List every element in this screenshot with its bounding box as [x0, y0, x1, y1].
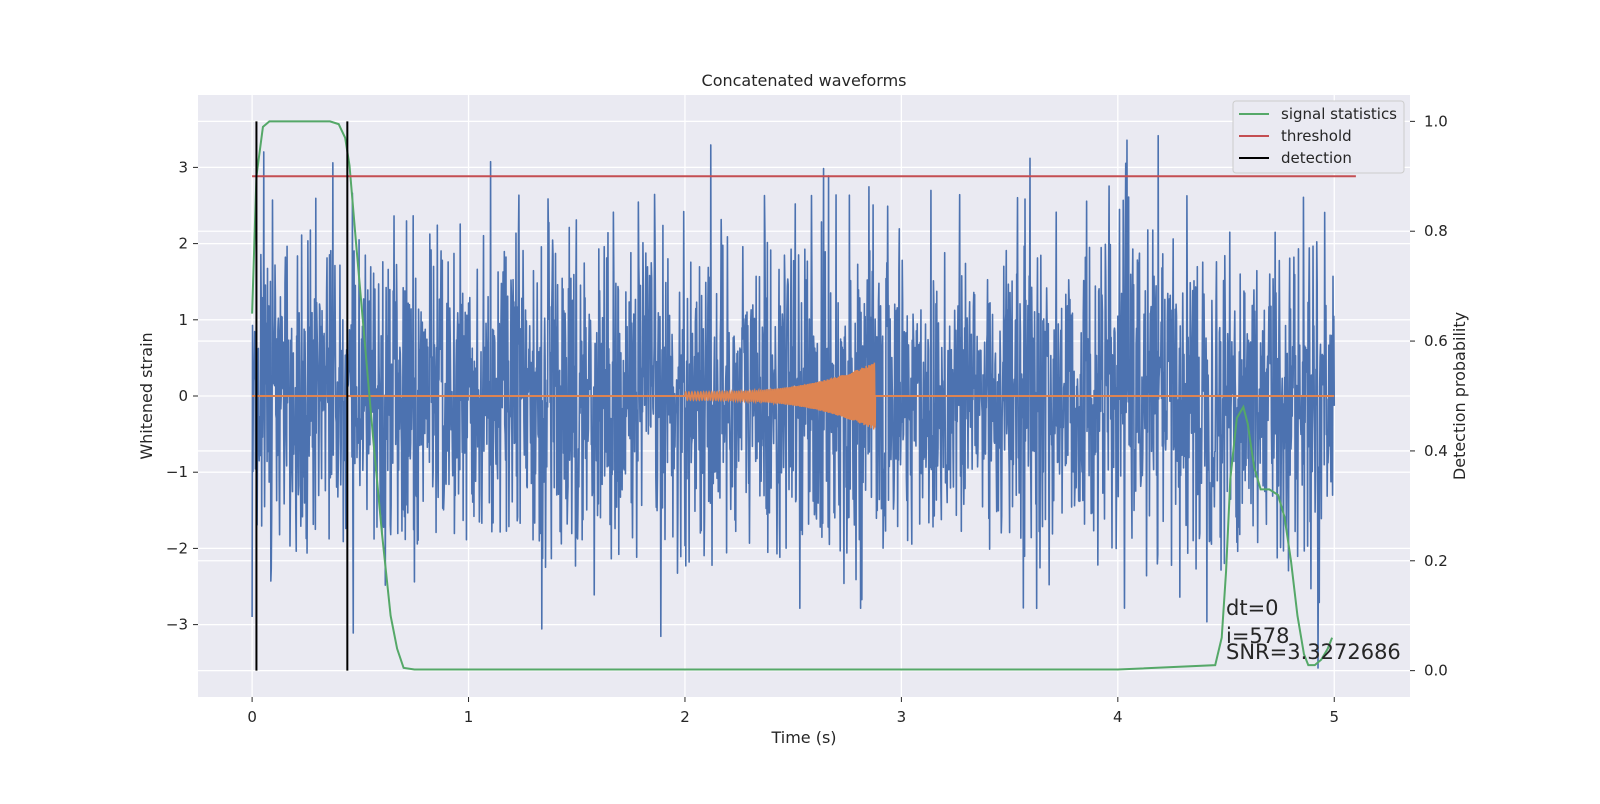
chart-title: Concatenated waveforms — [702, 71, 907, 90]
legend-label-detection: detection — [1281, 149, 1352, 167]
template-chirp — [684, 362, 877, 430]
annotation-dt: dt=0 — [1226, 596, 1279, 620]
annotation-index: i=578 — [1226, 624, 1290, 648]
x-tick-label: 3 — [897, 708, 907, 726]
y-tick-label-left: 3 — [178, 158, 188, 176]
y-tick-label-right: 0.8 — [1424, 222, 1448, 240]
y-tick-label-right: 0.4 — [1424, 442, 1448, 460]
x-tick-label: 2 — [680, 708, 690, 726]
noise-line — [251, 134, 1336, 669]
y-tick-label-left: 0 — [178, 387, 188, 405]
legend-label-threshold: threshold — [1281, 127, 1352, 145]
y-tick-label-left: −3 — [166, 616, 188, 634]
y-tick-label-left: −2 — [166, 539, 188, 557]
annotation-snr: SNR=3.3272686 — [1226, 640, 1401, 664]
legend-box — [1232, 100, 1405, 174]
x-tick-label: 5 — [1329, 708, 1339, 726]
y-axis-label-right: Detection probability — [1450, 312, 1469, 480]
legend-label-signal-statistics: signal statistics — [1281, 105, 1397, 123]
x-tick-label: 4 — [1113, 708, 1123, 726]
signal-statistics-line — [251, 120, 1334, 671]
tick-layer: 0 1 2 3 4 5 −3 −2 −1 0 1 2 3 0.0 0.2 0.4 0.6 0.8 1.0 — [166, 112, 1448, 726]
y-tick-label-right: 0.6 — [1424, 332, 1448, 350]
y-axis-label-left: Whitened strain — [137, 332, 156, 459]
x-tick-label: 0 — [247, 708, 257, 726]
y-tick-label-left: 2 — [178, 235, 188, 253]
template-series — [252, 362, 1335, 430]
y-tick-label-right: 0.0 — [1424, 662, 1448, 680]
y-tick-label-right: 1.0 — [1424, 112, 1448, 130]
probability-series — [251, 120, 1356, 671]
y-tick-label-right: 0.2 — [1424, 552, 1448, 570]
y-tick-label-left: 1 — [178, 311, 188, 329]
legend: signal statistics threshold detection — [1232, 100, 1405, 174]
x-axis-label: Time (s) — [770, 728, 836, 747]
x-tick-label: 1 — [464, 708, 474, 726]
y-tick-label-left: −1 — [166, 463, 188, 481]
noise-series — [251, 134, 1336, 669]
